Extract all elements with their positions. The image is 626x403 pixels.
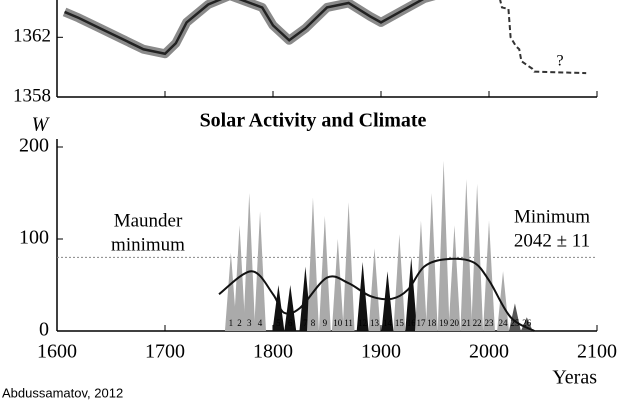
cycle-label: 24 [499,318,509,328]
cycle-spike [356,262,369,331]
x-tick-label: 1700 [145,341,185,363]
x-tick-label: 2100 [577,341,617,363]
cycle-spike [483,220,495,331]
cycle-label: 23 [485,318,495,328]
cycle-spike [405,257,418,331]
annotation: 2042 ± 11 [514,230,590,251]
x-tick-label: 2000 [469,341,509,363]
x-tick-label: 1900 [361,341,401,363]
cycle-spike [381,271,394,331]
cycle-label: 12 [358,318,367,328]
cycle-spike [415,220,427,331]
cycle-spike [243,193,256,331]
y-tick-label: 1362 [13,26,51,47]
cycle-label: 15 [395,318,405,328]
cycle-label: 11 [344,318,353,328]
cycle-label: 1 [229,318,234,328]
cycle-label: 13 [370,318,380,328]
cycle-spike [368,248,381,331]
chart-title: Solar Activity and Climate [200,110,427,132]
x-tick-label: 1800 [253,341,293,363]
cycle-spike [471,183,484,331]
cycle-label: 16 [407,318,417,328]
line [499,0,587,75]
cycle-label: 18 [427,318,437,328]
cycle-label: 14 [383,318,393,328]
smoothed-line [218,257,535,332]
cycle-spike [284,285,297,331]
cycle-label: 7 [303,318,308,328]
cycle-spike [307,197,319,331]
x-axis-label: Yeras [552,367,597,389]
cycle-label: 5 [276,318,281,328]
cycle-label: 19 [439,318,449,328]
annotation: ? [556,53,563,70]
y-tick-label: 1358 [13,85,51,106]
line [64,0,425,56]
y-axis-label: W [32,114,51,136]
x-tick-label: 1600 [37,341,77,363]
cycle-spike [497,271,509,331]
cycle-label: 2 [237,318,242,328]
cycle-label: 25 [510,318,520,328]
annotation: Maunder [114,210,183,231]
cycle-label: 21 [462,318,471,328]
cycle-label: 10 [333,318,343,328]
cycle-label: 9 [323,318,328,328]
y-tick-label: 0 [39,319,49,341]
cycle-spike [437,160,450,331]
cycle-label: 4 [258,318,263,328]
cycle-label: 8 [311,318,316,328]
y-tick-label: 100 [19,227,49,249]
y-tick-label: 200 [19,135,49,157]
cycle-spike [272,285,285,331]
cycle-spike [520,317,533,331]
cycle-label: 3 [247,318,252,328]
cycle-label: 26 [522,318,532,328]
cycle-spike [318,216,331,331]
cycle-spike [224,252,237,331]
cycle-label: 22 [473,318,482,328]
annotation: Minimum [514,206,590,227]
cycle-spike [254,211,266,331]
annotation: minimum [111,234,185,255]
cycle-spike [393,234,406,331]
cycle-spike [342,202,355,331]
cycle-spike [331,239,344,331]
cycle-spike [460,179,473,331]
cycle-label: 17 [416,318,426,328]
cycle-spike [448,225,461,331]
plot-area [62,0,587,75]
credit: Abdussamatov, 2012 [2,385,123,400]
cycle-label: 20 [450,318,460,328]
uncertainty-band [62,0,436,59]
cycle-label: 6 [288,318,293,328]
